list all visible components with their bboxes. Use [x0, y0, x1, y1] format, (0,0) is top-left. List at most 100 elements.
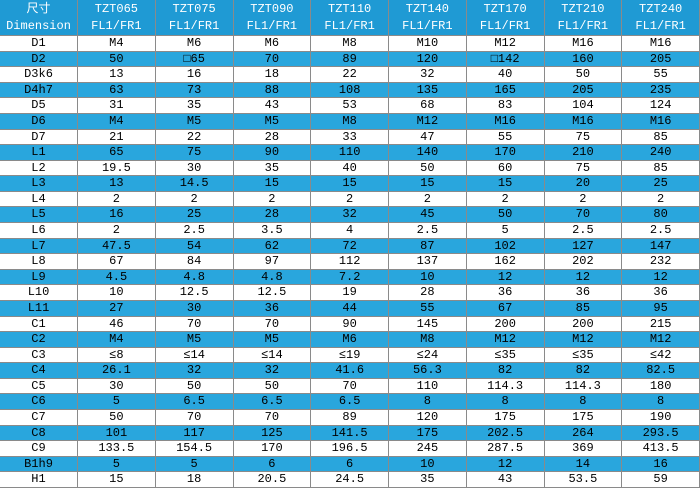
value-cell: 47.5 — [78, 238, 156, 255]
header-line: FL1/FR1 — [91, 19, 142, 33]
value-cell: 30 — [155, 160, 234, 177]
value-cell: ≤19 — [311, 347, 389, 364]
value-cell: 44 — [311, 300, 389, 317]
row-label: D1 — [0, 36, 78, 52]
value-cell: 2.5 — [389, 223, 467, 239]
value-cell: ≤14 — [155, 347, 234, 364]
value-cell: M12 — [389, 113, 467, 130]
value-cell: 8 — [622, 394, 700, 411]
value-cell: 12 — [544, 269, 623, 286]
value-cell: 287.5 — [466, 441, 545, 457]
value-cell: 85 — [622, 129, 700, 146]
value-cell: 4.8 — [233, 269, 312, 286]
value-cell: M6 — [311, 332, 389, 348]
header-line: FL1/FR1 — [168, 19, 220, 33]
value-cell: 47 — [389, 129, 467, 146]
value-cell: 114.3 — [544, 378, 623, 395]
value-cell: 28 — [233, 207, 312, 224]
value-cell: 160 — [544, 51, 623, 68]
value-cell: 65 — [78, 145, 156, 161]
value-cell: M4 — [78, 36, 156, 52]
value-cell: 30 — [155, 300, 234, 317]
row-label: L7 — [0, 238, 78, 255]
value-cell: 2.5 — [155, 223, 234, 239]
value-cell: M10 — [389, 36, 467, 52]
value-cell: 89 — [311, 410, 389, 426]
value-cell: 32 — [311, 207, 389, 224]
row-label: L8 — [0, 254, 78, 270]
value-cell: 75 — [544, 129, 623, 146]
value-cell: 196.5 — [311, 441, 389, 457]
value-cell: 55 — [466, 129, 545, 146]
value-cell: 21 — [78, 129, 156, 146]
value-cell: 12 — [466, 456, 545, 473]
value-cell: 124 — [622, 98, 700, 114]
value-cell: 97 — [233, 254, 312, 270]
value-cell: 137 — [389, 254, 467, 270]
value-cell: 210 — [544, 145, 623, 161]
value-cell: M12 — [622, 332, 700, 348]
value-cell: M5 — [233, 113, 312, 130]
value-cell: 67 — [78, 254, 156, 270]
value-cell: ≤24 — [389, 347, 467, 364]
value-cell: 141.5 — [311, 425, 389, 442]
row-label: L9 — [0, 269, 78, 286]
value-cell: 26.1 — [78, 363, 156, 379]
value-cell: 13 — [78, 176, 156, 192]
value-cell: 46 — [78, 316, 156, 333]
value-cell: 32 — [389, 67, 467, 83]
value-cell: 22 — [311, 67, 389, 83]
value-cell: M12 — [466, 332, 545, 348]
header-line: FL1/FR1 — [402, 19, 453, 33]
value-cell: 90 — [233, 145, 312, 161]
value-cell: 3.5 — [233, 223, 312, 239]
value-cell: 6 — [233, 456, 312, 473]
value-cell: 108 — [311, 82, 389, 99]
header-line: TZT140 — [405, 2, 449, 16]
value-cell: M16 — [622, 36, 700, 52]
value-cell: 2.5 — [544, 223, 623, 239]
value-cell: 135 — [389, 82, 467, 99]
value-cell: 30 — [78, 378, 156, 395]
value-cell: 15 — [466, 176, 545, 192]
value-cell: 95 — [622, 300, 700, 317]
header-line: TZT170 — [483, 2, 527, 16]
value-cell: 12.5 — [233, 285, 312, 301]
row-label: L5 — [0, 207, 78, 224]
value-cell: 16 — [622, 456, 700, 473]
value-cell: □65 — [155, 51, 234, 68]
value-cell: 36 — [233, 300, 312, 317]
value-cell: 85 — [622, 160, 700, 177]
value-cell: 12 — [622, 269, 700, 286]
value-cell: 27 — [78, 300, 156, 317]
value-cell: 43 — [466, 472, 545, 488]
value-cell: 70 — [544, 207, 623, 224]
value-cell: 18 — [233, 67, 312, 83]
value-cell: 104 — [544, 98, 623, 114]
value-cell: 50 — [78, 410, 156, 426]
value-cell: 264 — [544, 425, 623, 442]
value-cell: 175 — [544, 410, 623, 426]
value-cell: 75 — [155, 145, 234, 161]
value-cell: M12 — [466, 36, 545, 52]
value-cell: 2 — [389, 191, 467, 208]
value-cell: 33 — [311, 129, 389, 146]
value-cell: 16 — [78, 207, 156, 224]
value-cell: 36 — [466, 285, 545, 301]
value-cell: 12.5 — [155, 285, 234, 301]
value-cell: 147 — [622, 238, 700, 255]
row-label: D3k6 — [0, 67, 78, 83]
value-cell: 202 — [544, 254, 623, 270]
header-line: FL1/FR1 — [246, 19, 298, 33]
value-cell: 50 — [155, 378, 234, 395]
value-cell: 18 — [155, 472, 234, 488]
row-label: D2 — [0, 51, 78, 68]
value-cell: 25 — [622, 176, 700, 192]
value-cell: 32 — [233, 363, 312, 379]
value-cell: 24.5 — [311, 472, 389, 488]
value-cell: M8 — [389, 332, 467, 348]
value-cell: 245 — [389, 441, 467, 457]
value-cell: ≤42 — [622, 347, 700, 364]
value-cell: 50 — [466, 207, 545, 224]
